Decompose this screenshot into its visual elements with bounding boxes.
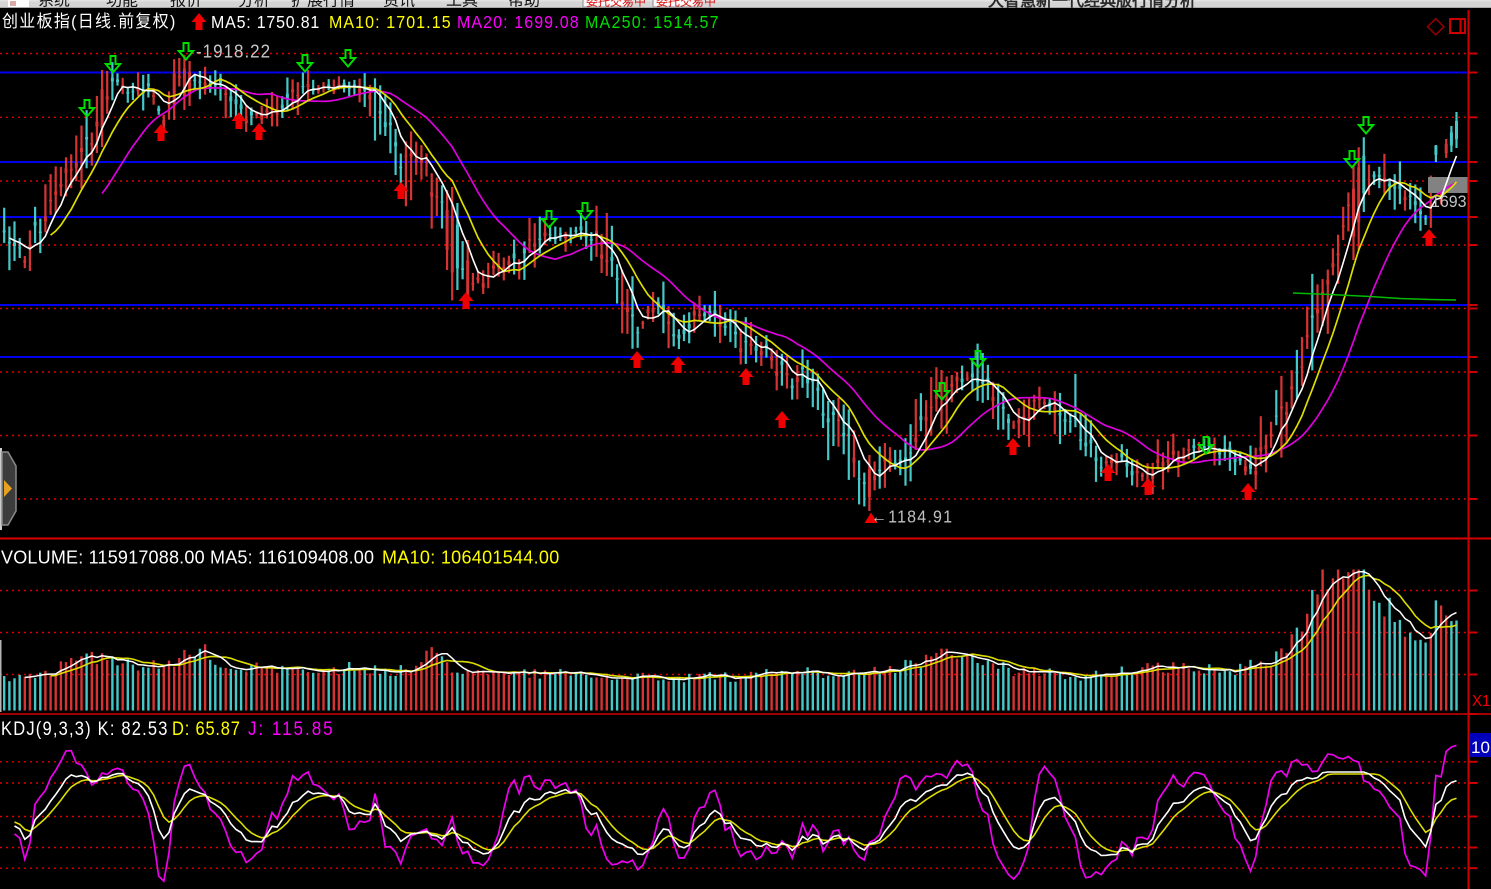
svg-text:J: 115.85: J: 115.85: [248, 717, 335, 739]
svg-text:大智慧新一代经典版行情分析: 大智慧新一代经典版行情分析: [988, 0, 1196, 10]
svg-text:1693.: 1693.: [1431, 193, 1471, 211]
svg-text:KDJ(9,3,3) K: 82.53: KDJ(9,3,3) K: 82.53: [1, 718, 169, 740]
svg-text:-1918.22: -1918.22: [196, 41, 271, 62]
svg-text:帮助: 帮助: [508, 0, 540, 10]
svg-text:←1184.91: ←1184.91: [871, 507, 953, 527]
svg-text:报价: 报价: [170, 0, 202, 10]
svg-text:VOLUME: 115917088.00 MA5: 1161: VOLUME: 115917088.00 MA5: 116109408.00: [1, 548, 374, 568]
svg-text:X1: X1: [1472, 693, 1490, 710]
svg-text:功能: 功能: [106, 0, 138, 10]
svg-text:委托交易中: 委托交易中: [586, 0, 646, 9]
svg-text:10: 10: [1471, 738, 1490, 757]
svg-text:D: 65.87: D: 65.87: [172, 718, 241, 740]
svg-text:扩展行情: 扩展行情: [291, 0, 355, 10]
svg-text:委托交易中: 委托交易中: [656, 0, 716, 9]
svg-text:MA20: 1699.08: MA20: 1699.08: [457, 12, 580, 32]
svg-text:创业板指(日线.前复权): 创业板指(日线.前复权): [2, 13, 177, 31]
svg-text:MA10: 106401544.00: MA10: 106401544.00: [382, 548, 560, 568]
svg-text:资讯: 资讯: [383, 0, 415, 10]
svg-text:系统: 系统: [38, 0, 70, 10]
svg-text:MA250: 1514.57: MA250: 1514.57: [585, 12, 720, 32]
svg-text:MA10: 1701.15: MA10: 1701.15: [329, 12, 452, 32]
svg-text:分析: 分析: [238, 0, 270, 10]
svg-text:工具: 工具: [446, 0, 478, 10]
svg-text:MA5: 1750.81: MA5: 1750.81: [211, 12, 320, 32]
